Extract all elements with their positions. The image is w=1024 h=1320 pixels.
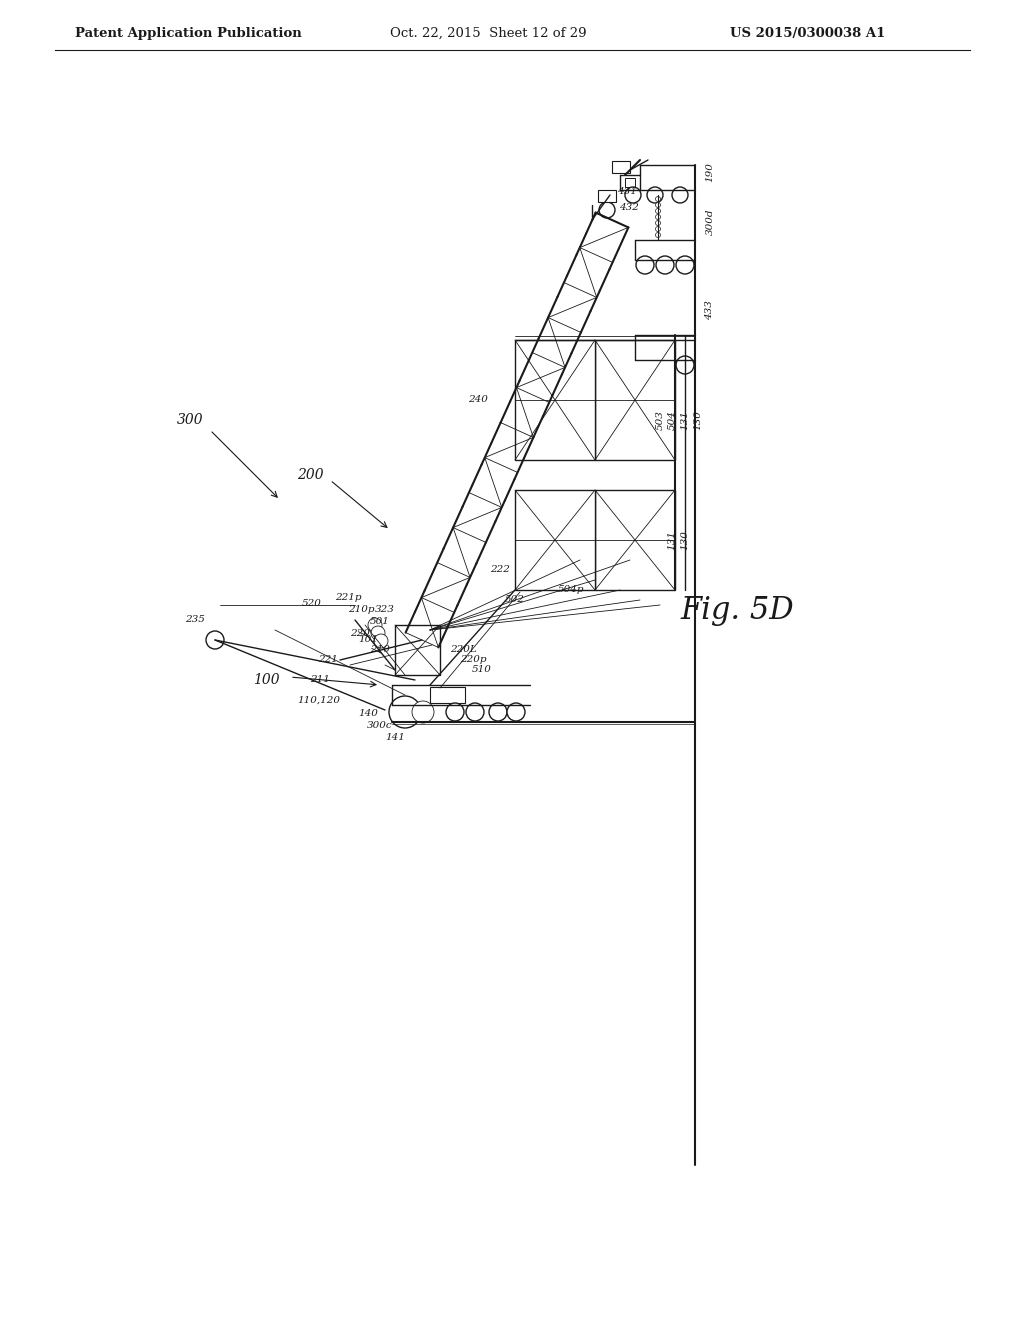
Circle shape (647, 187, 663, 203)
Circle shape (625, 187, 641, 203)
Circle shape (389, 696, 421, 729)
Text: 510: 510 (472, 665, 492, 675)
Circle shape (655, 220, 660, 226)
Text: 520: 520 (302, 599, 322, 609)
Circle shape (446, 704, 464, 721)
Text: US 2015/0300038 A1: US 2015/0300038 A1 (730, 26, 886, 40)
Text: 431: 431 (617, 187, 637, 197)
Circle shape (676, 356, 694, 374)
Bar (595, 490, 675, 590)
Circle shape (374, 634, 388, 648)
Text: 300: 300 (177, 413, 204, 426)
Text: 190: 190 (706, 162, 715, 182)
Text: 323: 323 (375, 606, 395, 615)
Text: 501: 501 (370, 618, 390, 627)
Bar (625, 178, 635, 187)
Bar (612, 161, 630, 173)
Text: 131: 131 (668, 531, 677, 550)
Text: 130: 130 (681, 531, 689, 550)
Circle shape (672, 187, 688, 203)
Circle shape (655, 209, 660, 214)
Circle shape (466, 704, 484, 721)
Text: 220: 220 (350, 630, 370, 639)
Text: 504: 504 (668, 411, 677, 430)
Circle shape (655, 232, 660, 238)
Text: 210p: 210p (348, 606, 375, 615)
Text: 220p: 220p (460, 656, 486, 664)
Bar (515, 341, 595, 459)
Text: 235: 235 (185, 615, 205, 624)
Text: 433: 433 (706, 300, 715, 319)
Circle shape (655, 227, 660, 231)
Circle shape (507, 704, 525, 721)
Circle shape (655, 202, 660, 207)
Text: 432: 432 (618, 203, 639, 213)
Circle shape (656, 256, 674, 275)
Text: 130: 130 (693, 411, 702, 430)
Circle shape (368, 618, 382, 632)
Text: 502: 502 (505, 595, 525, 605)
Text: 300c: 300c (367, 721, 392, 730)
Text: 110,120: 110,120 (297, 696, 340, 705)
Bar (595, 341, 675, 459)
Text: 140: 140 (358, 709, 378, 718)
Circle shape (656, 356, 674, 374)
Text: 200: 200 (297, 469, 324, 482)
Circle shape (206, 631, 224, 649)
Circle shape (636, 256, 654, 275)
Circle shape (412, 701, 434, 723)
Text: 504p: 504p (558, 586, 585, 594)
Circle shape (636, 356, 654, 374)
Circle shape (489, 704, 507, 721)
Text: 101: 101 (358, 635, 378, 644)
Circle shape (371, 626, 385, 640)
Text: 240: 240 (468, 396, 488, 404)
Text: 131: 131 (681, 411, 689, 430)
Circle shape (655, 197, 660, 202)
Text: 221: 221 (318, 656, 338, 664)
Bar (515, 490, 595, 590)
Bar (395, 624, 440, 675)
Text: Patent Application Publication: Patent Application Publication (75, 26, 302, 40)
Text: Oct. 22, 2015  Sheet 12 of 29: Oct. 22, 2015 Sheet 12 of 29 (390, 26, 587, 40)
Text: 141: 141 (385, 734, 404, 742)
Bar (598, 190, 616, 202)
Text: 503: 503 (655, 411, 665, 430)
Text: Fig. 5D: Fig. 5D (680, 594, 794, 626)
Text: 210: 210 (370, 645, 390, 655)
Text: 211: 211 (310, 676, 330, 685)
Circle shape (676, 256, 694, 275)
Text: 100: 100 (253, 673, 280, 686)
Text: 221p: 221p (335, 594, 361, 602)
Circle shape (599, 202, 615, 218)
Text: 222: 222 (490, 565, 510, 574)
Circle shape (655, 214, 660, 219)
Text: 300d: 300d (706, 209, 715, 235)
Bar (430, 686, 465, 704)
Text: 220L: 220L (450, 645, 477, 655)
